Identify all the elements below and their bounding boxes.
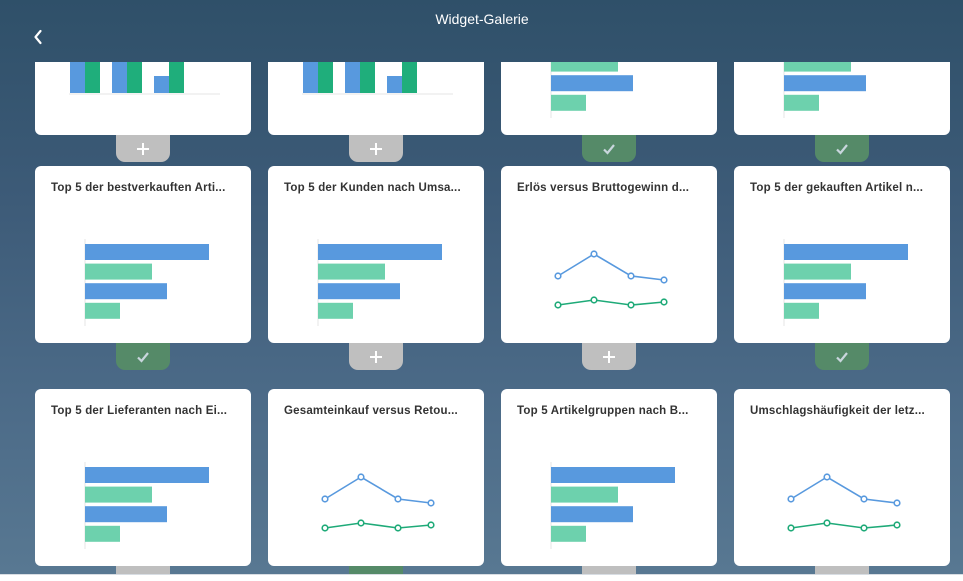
widget-cell: Top 5 der bestverkauften Arti... — [35, 166, 251, 370]
widget-added-toggle[interactable] — [349, 566, 403, 574]
chevron-left-icon — [33, 29, 43, 50]
widget-card[interactable]: Top 5 der Lieferanten nach Ei... — [35, 389, 251, 566]
widget-cell: Gesamteinkauf versus Retou... — [268, 389, 484, 574]
widget-added-toggle[interactable] — [815, 343, 869, 370]
widget-title: Top 5 Artikelgruppen nach B... — [517, 405, 689, 417]
widget-title: Top 5 der Kunden nach Umsa... — [284, 182, 461, 194]
add-widget-button[interactable] — [116, 566, 170, 574]
bottom-edge — [0, 574, 963, 581]
checkmark-icon — [136, 351, 150, 363]
widget-added-toggle[interactable] — [116, 343, 170, 370]
widget-title: Gesamteinkauf versus Retou... — [284, 405, 458, 417]
widget-title: Top 5 der Lieferanten nach Ei... — [51, 405, 228, 417]
widget-cell — [268, 62, 484, 162]
widget-card[interactable]: Top 5 Artikelgruppen nach B... — [501, 389, 717, 566]
widget-cell: Umschlagshäufigkeit der letz... — [734, 389, 950, 574]
widget-cell: Top 5 Artikelgruppen nach B... — [501, 389, 717, 574]
back-button[interactable] — [28, 28, 48, 50]
plus-icon — [369, 350, 383, 364]
widget-title: Top 5 der gekauften Artikel n... — [750, 182, 924, 194]
widget-grid-scroll-area[interactable]: Top 5 der bestverkauften Arti... Top 5 d… — [0, 62, 963, 574]
checkmark-icon — [602, 143, 616, 155]
page-title: Widget-Galerie — [435, 11, 529, 27]
add-widget-button[interactable] — [582, 343, 636, 370]
checkmark-icon — [835, 351, 849, 363]
widget-title: Erlös versus Bruttogewinn d... — [517, 182, 690, 194]
plus-icon — [136, 142, 150, 156]
widget-card[interactable]: Erlös versus Bruttogewinn d... — [501, 166, 717, 343]
add-widget-button[interactable] — [349, 343, 403, 370]
widget-cell — [734, 62, 950, 162]
widget-card[interactable] — [35, 62, 251, 135]
widget-cell: Erlös versus Bruttogewinn d... — [501, 166, 717, 370]
widget-cell — [501, 62, 717, 162]
checkmark-icon — [835, 143, 849, 155]
widget-card[interactable] — [268, 62, 484, 135]
widget-title: Top 5 der bestverkauften Arti... — [51, 182, 226, 194]
widget-added-toggle[interactable] — [582, 135, 636, 162]
widget-added-toggle[interactable] — [815, 135, 869, 162]
widget-cell: Top 5 der gekauften Artikel n... — [734, 166, 950, 370]
widget-card[interactable]: Top 5 der gekauften Artikel n... — [734, 166, 950, 343]
add-widget-button[interactable] — [349, 135, 403, 162]
widget-card[interactable]: Top 5 der bestverkauften Arti... — [35, 166, 251, 343]
widget-title: Umschlagshäufigkeit der letz... — [750, 405, 925, 417]
plus-icon — [602, 350, 616, 364]
add-widget-button[interactable] — [116, 135, 170, 162]
widget-card[interactable]: Top 5 der Kunden nach Umsa... — [268, 166, 484, 343]
widget-card[interactable]: Umschlagshäufigkeit der letz... — [734, 389, 950, 566]
widget-cell — [35, 62, 251, 162]
widget-card[interactable] — [734, 62, 950, 135]
widget-cell: Top 5 der Lieferanten nach Ei... — [35, 389, 251, 574]
widget-card[interactable]: Gesamteinkauf versus Retou... — [268, 389, 484, 566]
add-widget-button[interactable] — [815, 566, 869, 574]
widget-card[interactable] — [501, 62, 717, 135]
widget-cell: Top 5 der Kunden nach Umsa... — [268, 166, 484, 370]
add-widget-button[interactable] — [582, 566, 636, 574]
plus-icon — [369, 142, 383, 156]
